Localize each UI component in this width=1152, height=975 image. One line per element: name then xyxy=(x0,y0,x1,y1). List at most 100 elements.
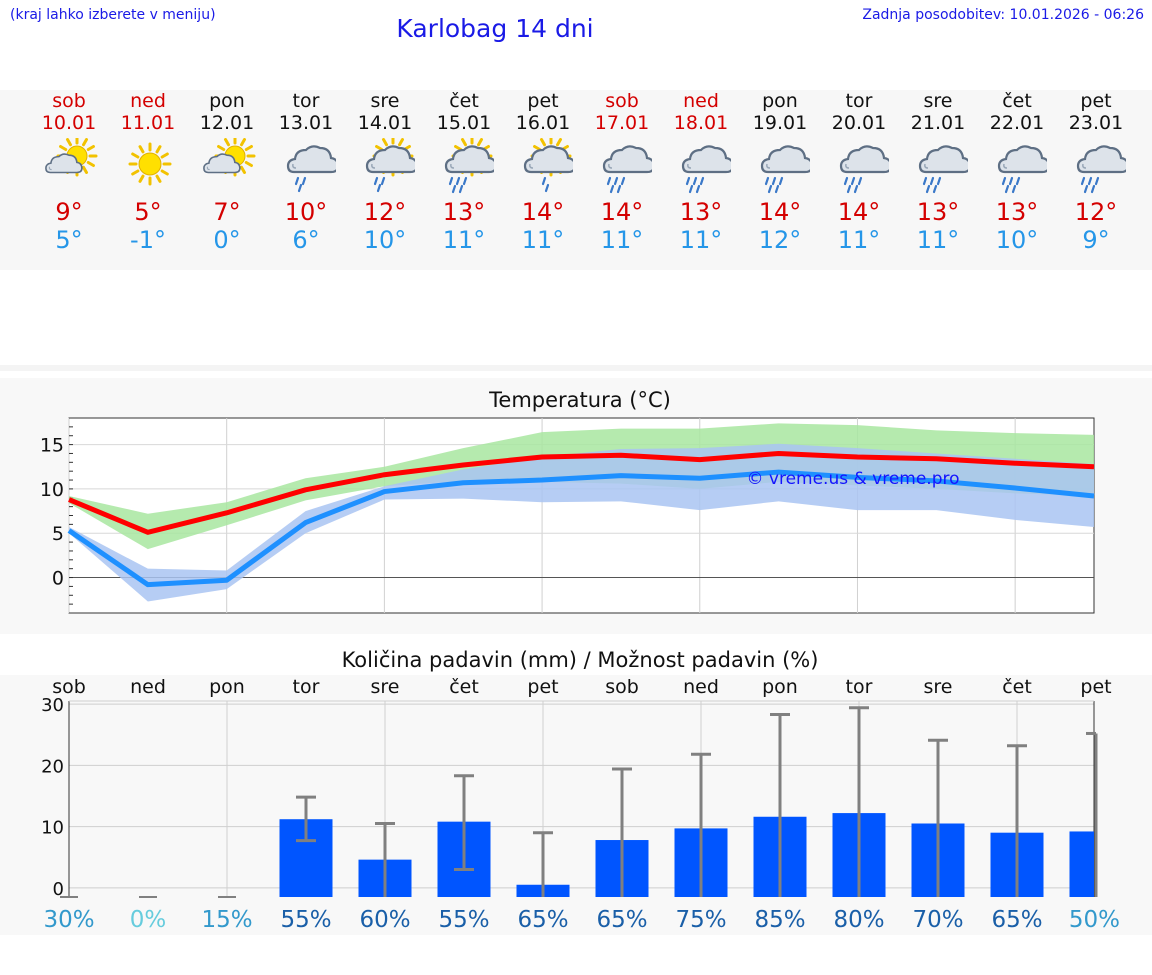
rain-drop xyxy=(936,176,942,186)
cloud-shape xyxy=(602,145,652,174)
y-tick-label: 30 xyxy=(41,695,64,716)
rain-drop xyxy=(609,184,615,194)
rain-drop xyxy=(1004,184,1010,194)
rain-drop xyxy=(1090,184,1096,194)
day-label: sre xyxy=(371,676,400,698)
cloud-rain-icon xyxy=(286,145,336,193)
cloud-body xyxy=(45,153,83,174)
divider xyxy=(0,365,1152,371)
precipitation-probability: 30% xyxy=(43,907,94,933)
cloud-shape xyxy=(760,145,810,174)
cloud-body xyxy=(203,153,241,174)
rain-drop xyxy=(699,176,705,186)
day-date: 20.01 xyxy=(831,112,887,134)
day-date: 13.01 xyxy=(278,112,334,134)
precipitation-probability: 0% xyxy=(130,907,167,933)
precipitation-probability: 75% xyxy=(675,907,726,933)
sun-ray xyxy=(244,145,253,151)
min-temperature: 0° xyxy=(213,226,241,254)
cloud-shade xyxy=(766,163,771,169)
precipitation-probability: 70% xyxy=(912,907,963,933)
partly-cloudy-icon xyxy=(45,138,98,177)
sun-ray xyxy=(131,169,140,176)
cloud-shade xyxy=(845,163,850,169)
rain-drops xyxy=(1080,176,1100,194)
cloud-shade xyxy=(687,163,692,169)
rain-drop xyxy=(1015,176,1021,186)
day-label: čet xyxy=(1002,676,1032,698)
rain-drop xyxy=(1087,176,1093,186)
day-date: 14.01 xyxy=(357,112,413,134)
sun-ray xyxy=(86,161,95,167)
cloud-outline xyxy=(681,145,731,174)
cloud-body xyxy=(602,145,652,174)
cloud-heavy-rain-icon xyxy=(602,145,652,194)
rain-drop xyxy=(850,176,856,186)
y-tick-label: 15 xyxy=(40,435,64,457)
min-temperature: 11° xyxy=(679,226,723,254)
cloud-body xyxy=(523,145,573,174)
day-label: sob xyxy=(605,676,639,698)
cloud-heavy-rain-icon xyxy=(918,145,968,194)
cloud-body xyxy=(918,145,968,174)
precipitation-probability: 65% xyxy=(517,907,568,933)
cloud-shade xyxy=(206,166,210,171)
temperature-chart-title: Temperatura (°C) xyxy=(489,388,671,412)
precipitation-probability: 55% xyxy=(438,907,489,933)
sun-ray xyxy=(82,138,88,147)
day-name: pon xyxy=(762,90,798,112)
rain-drop xyxy=(380,176,386,186)
sun-ray xyxy=(66,138,72,147)
min-temperature: 10° xyxy=(363,226,407,254)
y-tick-label: 0 xyxy=(52,568,64,590)
cloud-body xyxy=(286,145,336,174)
day-label: pet xyxy=(527,676,558,698)
watermark: © vreme.us & vreme.pro xyxy=(746,469,959,489)
cloud-body xyxy=(1076,145,1126,174)
cloud-outline xyxy=(760,145,810,174)
precipitation-probability: 55% xyxy=(280,907,331,933)
cloud-shape xyxy=(523,145,573,174)
max-temperature: 10° xyxy=(284,198,328,226)
rain-drop xyxy=(857,176,863,186)
rain-drop xyxy=(1080,176,1086,186)
precipitation-probability: 65% xyxy=(596,907,647,933)
cloud-shape xyxy=(45,153,83,174)
sun-ray xyxy=(240,165,246,174)
temperature-chart: 0 5 10 15 © vreme.us & vreme.pro xyxy=(40,417,1095,614)
cloud-shape xyxy=(839,145,889,174)
min-temperature: 6° xyxy=(292,226,320,254)
max-temperature: 12° xyxy=(363,198,407,226)
cloud-outline xyxy=(918,145,968,174)
rain-drop xyxy=(692,176,698,186)
day-date: 16.01 xyxy=(515,112,571,134)
cloud-outline xyxy=(45,153,83,174)
cloud-shade xyxy=(450,163,455,169)
day-date: 22.01 xyxy=(989,112,1045,134)
y-tick-label: 0 xyxy=(53,879,64,900)
min-temperature: 11° xyxy=(442,226,486,254)
day-name: sre xyxy=(923,90,953,112)
max-temperature: 13° xyxy=(679,198,723,226)
rain-drops xyxy=(922,176,942,194)
sun-ray xyxy=(477,138,483,147)
sun-cloud-light-rain-icon xyxy=(523,138,573,193)
rain-drop xyxy=(774,184,780,194)
precipitation-probability: 65% xyxy=(991,907,1042,933)
rain-drops xyxy=(1001,176,1021,194)
day-date: 23.01 xyxy=(1068,112,1124,134)
cloud-body xyxy=(365,145,415,174)
sun-icon xyxy=(128,142,172,186)
precipitation-probability: 85% xyxy=(754,907,805,933)
min-temperature: 5° xyxy=(55,226,83,254)
sun-ray xyxy=(533,145,542,151)
rain-drop xyxy=(922,176,928,186)
page-title: Karlobag 14 dni xyxy=(396,14,594,43)
rain-drop xyxy=(373,176,379,186)
y-tick-label: 10 xyxy=(40,479,64,501)
rain-drops xyxy=(541,176,550,193)
cloud-heavy-rain-icon xyxy=(760,145,810,194)
min-temperature: 11° xyxy=(521,226,565,254)
sun-ray xyxy=(240,138,246,147)
rain-drop xyxy=(1083,184,1089,194)
